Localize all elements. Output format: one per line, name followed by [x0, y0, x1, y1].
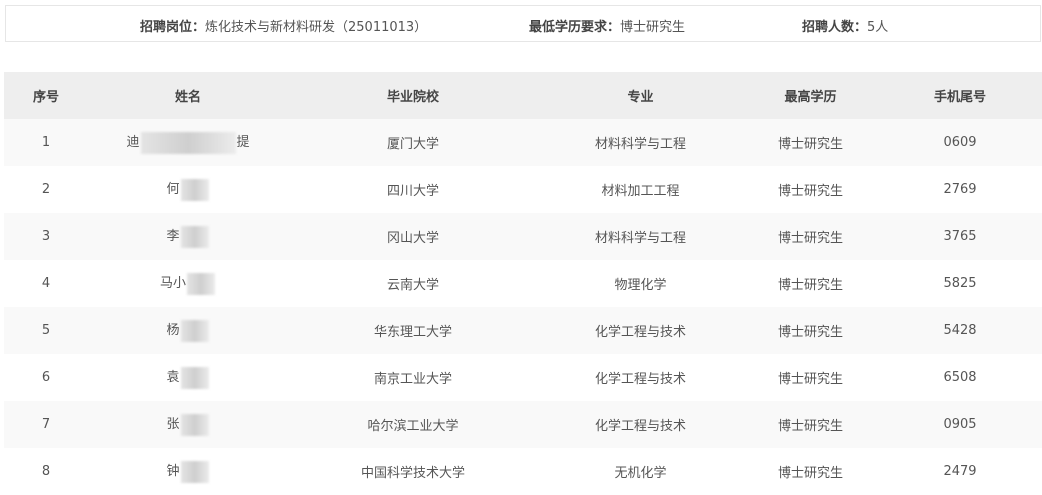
row-number: 1 [4, 119, 88, 166]
position-info: 招聘岗位：炼化技术与新材料研发（25011013） [140, 20, 428, 35]
job-info-bar: 招聘岗位：炼化技术与新材料研发（25011013） 最低学历要求：博士研究生 招… [5, 5, 1041, 42]
major-cell: 无机化学 [614, 466, 667, 481]
major-cell: 材料加工工程 [601, 184, 680, 199]
redacted-blur [180, 460, 209, 483]
redacted-blur [180, 225, 209, 248]
row-number: 6 [41, 370, 51, 385]
major-cell: 材料科学与工程 [538, 213, 743, 260]
major-cell: 物理化学 [614, 278, 667, 293]
column-header: 最高学历 [743, 72, 878, 119]
phone-tail-cell: 0609 [878, 119, 1042, 166]
table-row: 1 迪提厦门大学 材料科学与工程 博士研究生 0609 [4, 119, 1042, 166]
row-number: 5 [4, 307, 88, 354]
table-row: 8 钟 中国科学技术大学 无机化学 博士研究生 2479 [4, 448, 1042, 495]
major-cell: 化学工程与技术 [538, 307, 743, 354]
redacted-blur [180, 366, 209, 389]
redacted-blur [180, 319, 209, 342]
column-header: 手机尾号 [878, 72, 1042, 119]
name-cell: 钟 [88, 448, 288, 495]
degree-cell: 博士研究生 [777, 466, 843, 481]
table-row: 4 马小 云南大学 物理化学 博士研究生 5825 [4, 260, 1042, 307]
column-header: 姓名 [88, 72, 288, 119]
degree-cell: 博士研究生 [777, 184, 843, 199]
count-info: 招聘人数：5人 [802, 20, 889, 35]
major-cell: 材料科学与工程 [538, 119, 743, 166]
table-row: 7 张哈尔滨工业大学 化学工程与技术 博士研究生 0905 [4, 401, 1042, 448]
table-row: 6 袁 南京工业大学 化学工程与技术 博士研究生 6508 [4, 354, 1042, 401]
candidate-table: 序号 姓名 毕业院校 专业 最高学历 手机尾号 1 迪提厦门大学 材料科学与工程 博士研究生 06… [4, 72, 1042, 495]
name-cell: 袁 [88, 354, 288, 401]
degree-cell: 博士研究生 [743, 119, 878, 166]
phone-tail-cell: 6508 [943, 370, 977, 385]
school-cell: 冈山大学 [288, 213, 538, 260]
table-row: 2 何 四川大学 材料加工工程 博士研究生 2769 [4, 166, 1042, 213]
phone-tail-cell: 2479 [943, 464, 977, 479]
degree-cell: 博士研究生 [777, 278, 843, 293]
school-cell: 四川大学 [386, 184, 439, 199]
phone-tail-cell: 3765 [878, 213, 1042, 260]
school-cell: 云南大学 [386, 278, 439, 293]
table-header-row: 序号 姓名 毕业院校 专业 最高学历 手机尾号 [4, 72, 1042, 119]
name-cell: 杨 [88, 307, 288, 354]
school-cell: 南京工业大学 [373, 372, 452, 387]
phone-tail-cell: 5428 [878, 307, 1042, 354]
table-row: 5 杨华东理工大学 化学工程与技术 博士研究生 5428 [4, 307, 1042, 354]
row-number: 4 [41, 276, 51, 291]
redacted-blur [187, 272, 215, 295]
name-cell: 张 [88, 401, 288, 448]
redacted-blur [180, 413, 209, 436]
school-cell: 华东理工大学 [288, 307, 538, 354]
row-number: 3 [4, 213, 88, 260]
row-number: 7 [4, 401, 88, 448]
major-cell: 化学工程与技术 [594, 372, 686, 387]
degree-cell: 博士研究生 [743, 307, 878, 354]
name-cell: 马小 [88, 260, 288, 307]
degree-cell: 博士研究生 [743, 401, 878, 448]
phone-tail-cell: 0905 [878, 401, 1042, 448]
name-cell: 李 [88, 213, 288, 260]
school-cell: 哈尔滨工业大学 [288, 401, 538, 448]
name-cell: 迪提 [88, 119, 288, 166]
education-info: 最低学历要求：博士研究生 [529, 20, 686, 35]
table-row: 3 李冈山大学 材料科学与工程 博士研究生 3765 [4, 213, 1042, 260]
row-number: 2 [41, 182, 51, 197]
column-header: 专业 [538, 72, 743, 119]
redacted-blur [180, 178, 209, 201]
phone-tail-cell: 2769 [943, 182, 977, 197]
degree-cell: 博士研究生 [777, 372, 843, 387]
column-header: 毕业院校 [288, 72, 538, 119]
school-cell: 厦门大学 [288, 119, 538, 166]
column-header: 序号 [4, 72, 88, 119]
redacted-blur [140, 131, 236, 154]
degree-cell: 博士研究生 [743, 213, 878, 260]
school-cell: 中国科学技术大学 [360, 466, 465, 481]
row-number: 8 [41, 464, 51, 479]
phone-tail-cell: 5825 [943, 276, 977, 291]
major-cell: 化学工程与技术 [538, 401, 743, 448]
name-cell: 何 [88, 166, 288, 213]
